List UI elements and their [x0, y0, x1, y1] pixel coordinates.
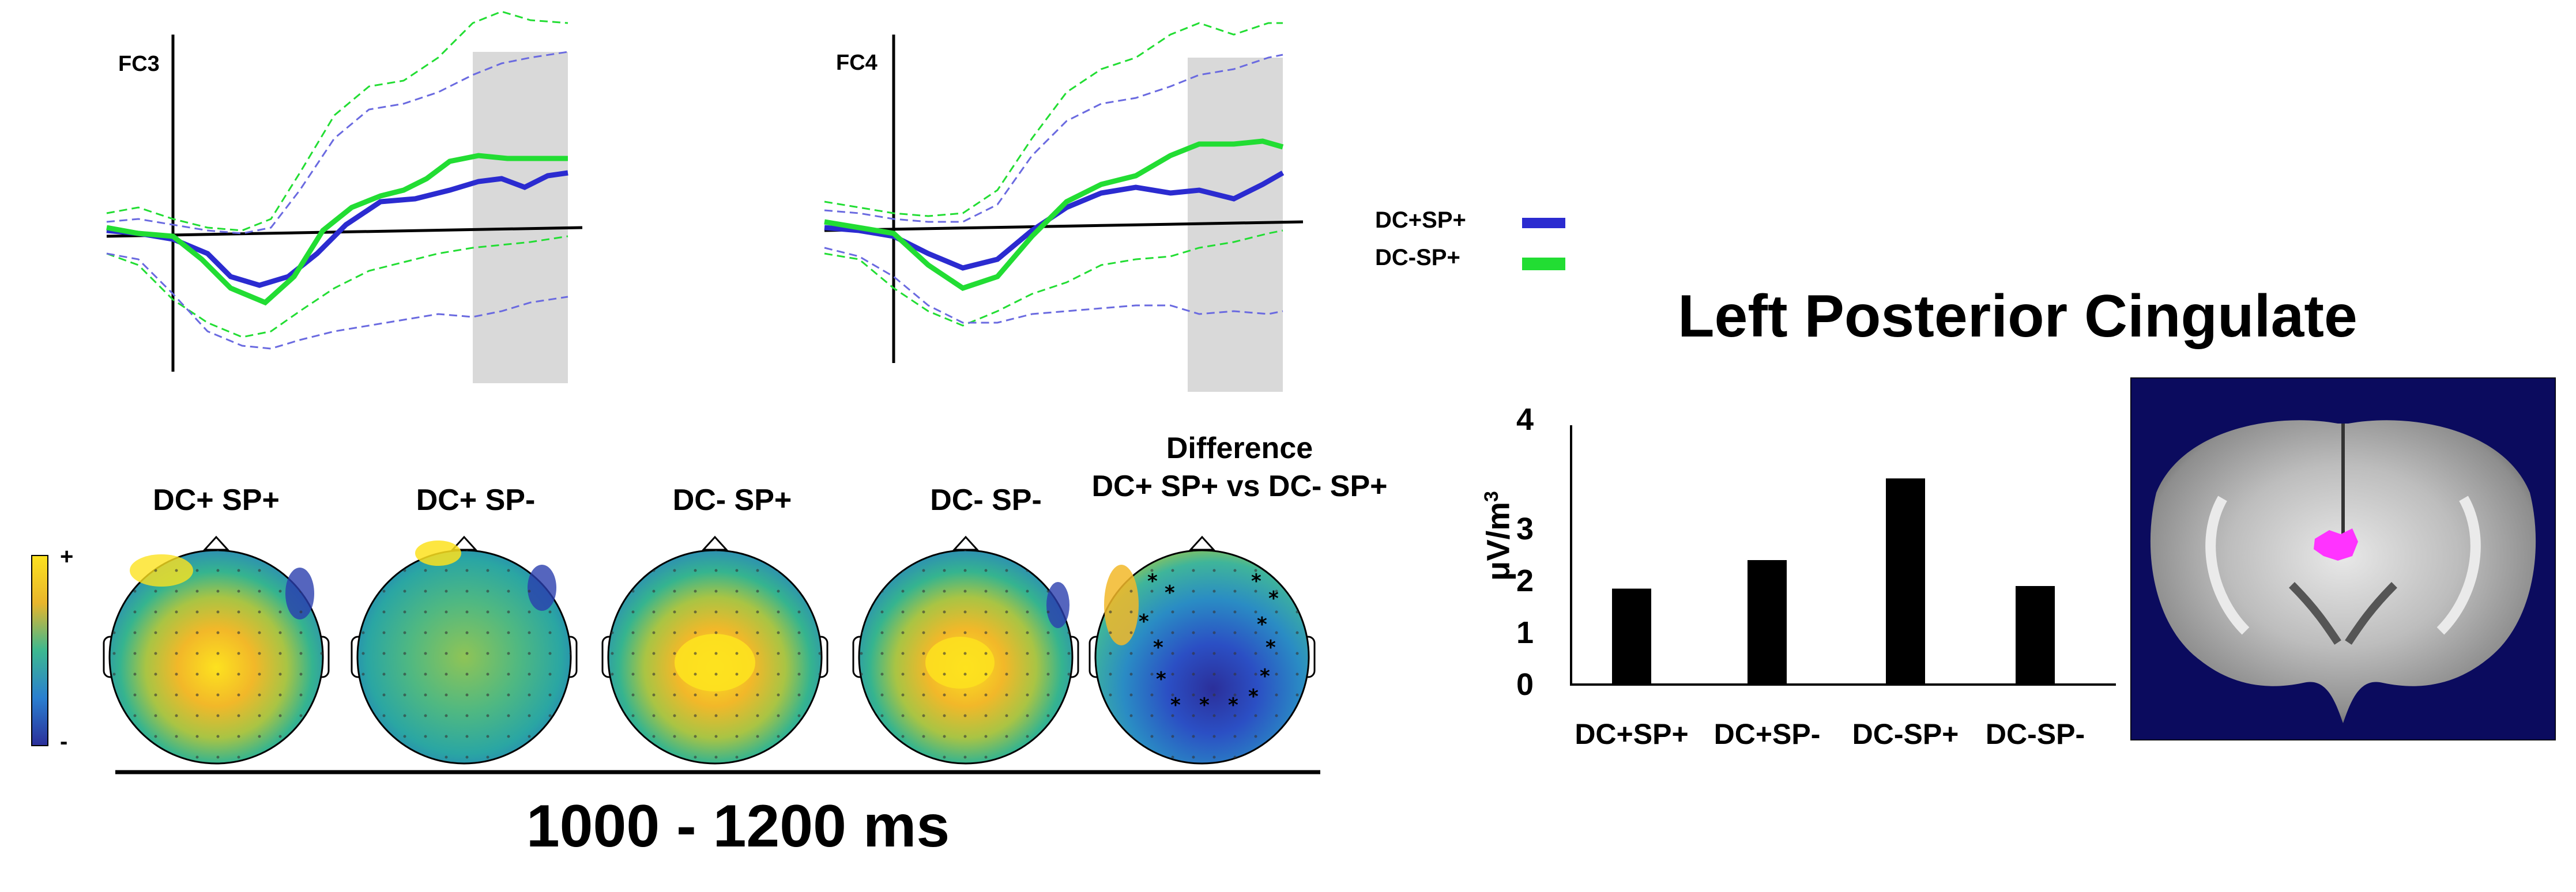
legend-label-dc-minus-sp-plus: DC-SP+ [1375, 245, 1460, 270]
legend-swatch-blue [1522, 218, 1565, 228]
svg-text:*: * [1153, 636, 1163, 659]
svg-text:*: * [1257, 613, 1267, 636]
bar-DC+SP- [1748, 560, 1787, 685]
topomap-difference: * ** * ** ** * * * * ** [1089, 535, 1316, 765]
topo-title-difference: Difference DC+ SP+ vs DC- SP+ [1091, 432, 1388, 503]
svg-text:*: * [1248, 685, 1259, 708]
svg-text:*: * [1268, 587, 1279, 610]
activation-blob [2314, 528, 2358, 561]
brain-slice-image [2130, 377, 2556, 740]
topomap-dc-plus-sp-minus [351, 535, 578, 765]
erp-label-fc3: FC3 [118, 52, 160, 76]
trace-dc-minus-sp-plus [824, 138, 1284, 291]
topomap-dc-minus-sp-minus [852, 535, 1079, 765]
time-window-label: 1000 - 1200 ms [526, 793, 950, 860]
svg-text:*: * [1147, 570, 1158, 593]
svg-text:*: * [1251, 570, 1261, 593]
svg-text:*: * [1139, 610, 1149, 633]
topo-title-4: DC- SP- [930, 483, 1042, 517]
topomap-dc-minus-sp-plus [601, 535, 828, 765]
blue-upper-ci [824, 54, 1283, 223]
bar-DC-SP- [2016, 586, 2055, 685]
y-axis-label-sup: 3 [1480, 491, 1502, 502]
bar-category-label: DC+SP- [1713, 718, 1821, 750]
y-tick: 2 [1516, 564, 1534, 598]
svg-text:*: * [1170, 694, 1181, 717]
x-axis [824, 220, 1304, 232]
svg-text:*: * [1260, 665, 1270, 688]
topomap-dc-plus-sp-plus [103, 535, 330, 765]
svg-text:*: * [1156, 668, 1166, 691]
blue-lower-ci [106, 252, 568, 350]
trace-dc-plus-sp-plus [106, 170, 568, 288]
colorbar-min-label: - [60, 729, 68, 754]
colorbar-max-label: + [60, 544, 74, 569]
blue-upper-ci [106, 51, 568, 235]
topo-title-3: DC- SP+ [672, 483, 792, 517]
blue-lower-ci [824, 247, 1283, 324]
bar-category-label: DC-SP+ [1852, 718, 1959, 750]
bar-category-label: DC-SP- [1985, 718, 2085, 750]
bar-chart [1570, 425, 2116, 686]
svg-text:*: * [1266, 636, 1276, 659]
erp-label-fc4: FC4 [836, 51, 878, 75]
svg-text:*: * [1199, 694, 1210, 717]
y-tick: 0 [1516, 667, 1534, 702]
legend-label-dc-plus-sp-plus: DC+SP+ [1375, 207, 1466, 233]
time-window-shade [473, 52, 568, 383]
svg-text:*: * [1228, 694, 1238, 717]
erp-panel-fc4 [824, 22, 1304, 392]
legend-swatch-green [1522, 258, 1565, 270]
topomap-row: * ** * ** ** * * * * ** [31, 535, 1320, 774]
x-axis [106, 226, 583, 238]
bar-category-label: DC+SP+ [1575, 718, 1689, 750]
colorbar [31, 555, 48, 746]
erp-figure [106, 10, 1304, 392]
y-tick: 4 [1516, 402, 1534, 437]
green-lower-ci [824, 229, 1283, 327]
green-upper-ci [106, 10, 568, 232]
y-tick: 3 [1516, 512, 1534, 546]
y-tick: 1 [1516, 615, 1534, 650]
green-upper-ci [824, 22, 1283, 217]
trace-dc-minus-sp-plus [106, 153, 568, 306]
topo-title-2: DC+ SP- [416, 483, 536, 517]
bar-DC+SP+ [1612, 588, 1651, 685]
green-lower-ci [106, 235, 568, 338]
topo-title-1: DC+ SP+ [153, 483, 280, 517]
erp-panel-fc3 [106, 10, 583, 383]
bar-DC-SP+ [1886, 478, 1925, 685]
region-title: Left Posterior Cingulate [1678, 283, 2357, 350]
svg-text:*: * [1165, 581, 1175, 604]
